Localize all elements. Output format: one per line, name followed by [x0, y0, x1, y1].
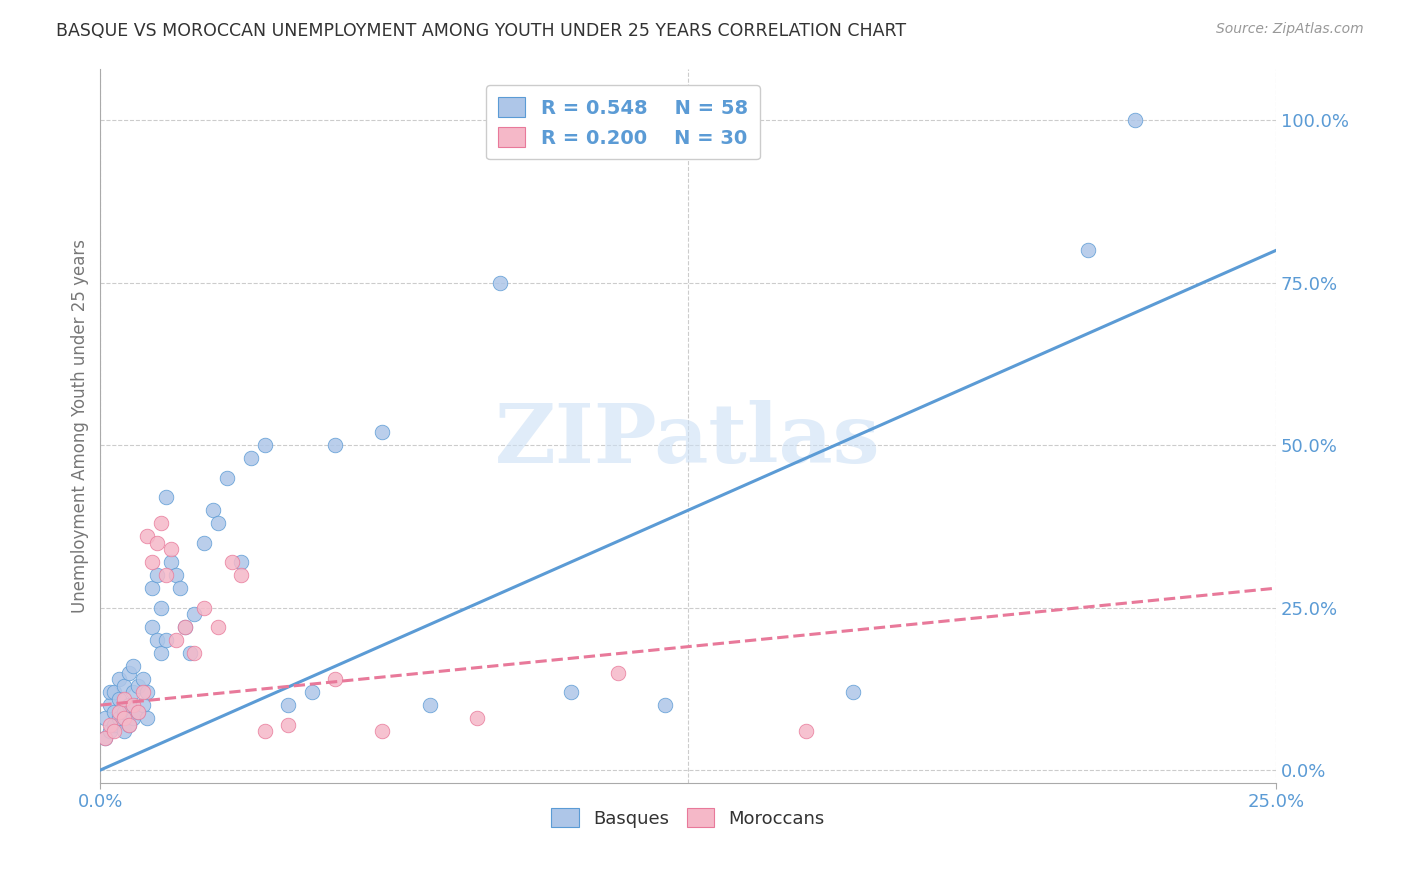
Point — [117, 717, 139, 731]
Point — [136, 685, 159, 699]
Point — [371, 425, 394, 440]
Point — [325, 672, 347, 686]
Point — [141, 555, 163, 569]
Point — [98, 724, 121, 739]
Point — [301, 685, 323, 699]
Y-axis label: Unemployment Among Youth under 25 years: Unemployment Among Youth under 25 years — [72, 239, 89, 613]
Point — [112, 711, 135, 725]
Point — [193, 600, 215, 615]
Point — [112, 724, 135, 739]
Point — [169, 581, 191, 595]
Point — [174, 620, 197, 634]
Point — [103, 717, 125, 731]
Point — [136, 711, 159, 725]
Point — [127, 679, 149, 693]
Point — [141, 620, 163, 634]
Point — [174, 620, 197, 634]
Point — [155, 633, 177, 648]
Text: Source: ZipAtlas.com: Source: ZipAtlas.com — [1216, 22, 1364, 37]
Point — [103, 685, 125, 699]
Point — [122, 698, 145, 712]
Point — [418, 698, 440, 712]
Point — [160, 555, 183, 569]
Point — [131, 685, 153, 699]
Point — [127, 705, 149, 719]
Point — [179, 646, 201, 660]
Point — [122, 659, 145, 673]
Point — [277, 717, 299, 731]
Point — [98, 698, 121, 712]
Point — [489, 276, 512, 290]
Point — [183, 607, 205, 622]
Point — [150, 646, 173, 660]
Point — [1123, 113, 1146, 128]
Point — [231, 555, 253, 569]
Point — [117, 698, 139, 712]
Point — [108, 711, 131, 725]
Point — [560, 685, 582, 699]
Point — [98, 685, 121, 699]
Point — [146, 535, 169, 549]
Point — [217, 471, 239, 485]
Point — [277, 698, 299, 712]
Point — [122, 685, 145, 699]
Point — [112, 679, 135, 693]
Point — [112, 691, 135, 706]
Point — [117, 665, 139, 680]
Point — [112, 705, 135, 719]
Point — [155, 568, 177, 582]
Point — [150, 600, 173, 615]
Point — [207, 620, 229, 634]
Point — [207, 516, 229, 531]
Point — [165, 568, 187, 582]
Point — [253, 724, 276, 739]
Point — [193, 535, 215, 549]
Point — [183, 646, 205, 660]
Point — [122, 711, 145, 725]
Point — [253, 438, 276, 452]
Point — [103, 705, 125, 719]
Point — [94, 731, 117, 745]
Point — [108, 672, 131, 686]
Point — [1077, 244, 1099, 258]
Legend: Basques, Moroccans: Basques, Moroccans — [544, 801, 832, 835]
Point — [94, 731, 117, 745]
Point — [108, 705, 131, 719]
Point — [606, 665, 628, 680]
Point — [325, 438, 347, 452]
Point — [131, 698, 153, 712]
Point — [654, 698, 676, 712]
Point — [239, 451, 262, 466]
Point — [221, 555, 243, 569]
Point — [202, 503, 225, 517]
Point — [136, 529, 159, 543]
Point — [131, 672, 153, 686]
Point — [94, 711, 117, 725]
Point — [465, 711, 488, 725]
Point — [165, 633, 187, 648]
Text: BASQUE VS MOROCCAN UNEMPLOYMENT AMONG YOUTH UNDER 25 YEARS CORRELATION CHART: BASQUE VS MOROCCAN UNEMPLOYMENT AMONG YO… — [56, 22, 907, 40]
Point — [794, 724, 817, 739]
Point — [117, 717, 139, 731]
Point — [103, 724, 125, 739]
Text: ZIPatlas: ZIPatlas — [495, 401, 882, 480]
Point — [842, 685, 865, 699]
Point — [371, 724, 394, 739]
Point — [155, 490, 177, 504]
Point — [146, 633, 169, 648]
Point — [108, 691, 131, 706]
Point — [231, 568, 253, 582]
Point — [150, 516, 173, 531]
Point — [141, 581, 163, 595]
Point — [160, 542, 183, 557]
Point — [127, 705, 149, 719]
Point — [146, 568, 169, 582]
Point — [98, 717, 121, 731]
